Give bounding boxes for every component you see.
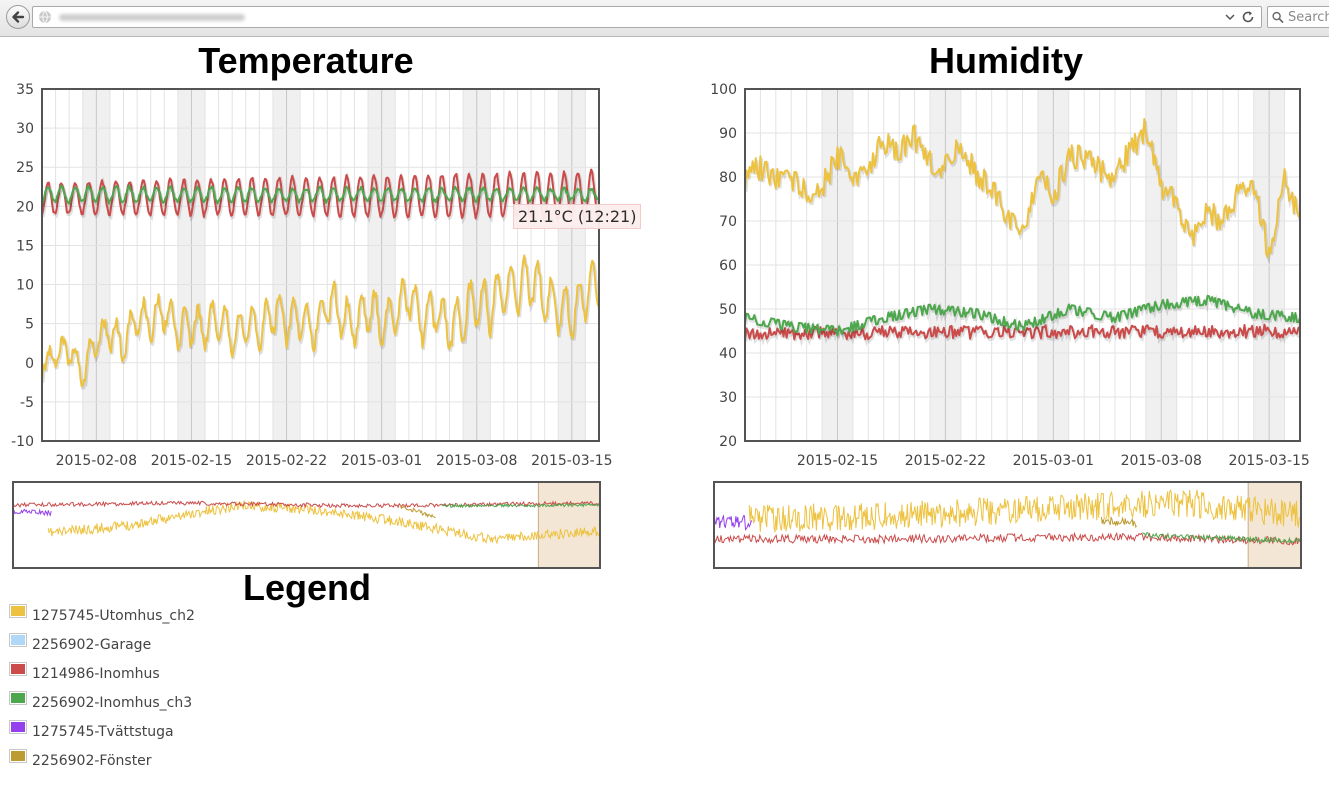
y-tick-label: 20 (16, 199, 34, 215)
legend-label: 1275745-Utomhus_ch2 (32, 608, 195, 624)
overview-line-fonster (399, 504, 436, 518)
y-tick-label: 25 (16, 160, 34, 176)
overview-border (713, 481, 1302, 569)
series-line-1275745-utomhus-ch2 (745, 118, 1300, 258)
legend-item[interactable]: 2256902-Inomhus_ch3 (9, 691, 195, 720)
browser-toolbar (0, 0, 1329, 37)
y-tick-label: 15 (16, 238, 34, 254)
y-tick-label: 30 (16, 121, 34, 137)
x-tick-label: 2015-02-15 (151, 453, 232, 469)
back-arrow-icon (12, 11, 25, 23)
overview-border (12, 481, 601, 569)
legend-item[interactable]: 1275745-Utomhus_ch2 (9, 604, 195, 633)
y-tick-label: 5 (25, 317, 34, 333)
overview-line-inomhus-ch3 (441, 502, 601, 509)
legend-swatch (9, 604, 27, 618)
overview-line-tvattstuga (12, 508, 52, 517)
y-tick-label: 90 (719, 126, 737, 142)
x-tick-label: 2015-02-22 (246, 453, 327, 469)
y-tick-label: 50 (719, 302, 737, 318)
legend-item[interactable]: 1214986-Inomhus (9, 662, 195, 691)
temperature-title: Temperature (198, 40, 414, 81)
x-tick-label: 2015-02-15 (797, 453, 878, 469)
x-tick-label: 2015-03-01 (1013, 453, 1094, 469)
overview-line-utomhus (47, 500, 601, 545)
url-bar[interactable] (32, 6, 1262, 28)
legend-label: 1275745-Tvättstuga (32, 724, 174, 740)
y-tick-label: 40 (719, 346, 737, 362)
humidity-chart[interactable]: 20 30 40 50 60 70 80 90 100 2015-02-15 2015-02-22 2… (700, 80, 1320, 475)
x-tick-label: 2015-02-08 (56, 453, 137, 469)
series-group (42, 166, 599, 390)
selection-range (1247, 481, 1302, 569)
x-tick-label: 2015-03-15 (1228, 453, 1309, 469)
legend-item[interactable]: 2256902-Fönster (9, 749, 195, 778)
legend-label: 1214986-Inomhus (32, 666, 160, 682)
x-tick-label: 2015-03-08 (1121, 453, 1202, 469)
series-line-2256902-inomhus-ch3 (745, 294, 1300, 337)
overview-line-tvattstuga (713, 513, 753, 531)
overview-line-inomhus (12, 500, 601, 509)
temperature-tooltip: 21.1°C (12:21) (513, 204, 642, 229)
y-tick-label: 20 (719, 434, 737, 450)
series-line-2256902-inomhus-ch3 (42, 184, 599, 205)
series-group (745, 118, 1300, 347)
y-tick-label: 10 (16, 278, 34, 294)
y-tick-label: 30 (719, 390, 737, 406)
legend-item[interactable]: 1275745-Tvättstuga (9, 720, 195, 749)
legend-swatch (9, 691, 27, 705)
legend-swatch (9, 633, 27, 647)
legend-swatch (9, 749, 27, 763)
y-tick-label: -5 (20, 395, 34, 411)
legend-title: Legend (242, 567, 371, 608)
x-tick-label: 2015-02-22 (905, 453, 986, 469)
plot-border (744, 88, 1301, 442)
humidity-title: Humidity (928, 40, 1083, 81)
search-icon (1272, 11, 1284, 23)
y-tick-label: 60 (719, 258, 737, 274)
y-tick-label: 80 (719, 170, 737, 186)
url-text-redacted (59, 14, 245, 21)
series-line-1275745-utomhus-ch2 (42, 254, 599, 387)
plot-border (41, 88, 600, 442)
globe-icon (39, 10, 51, 24)
temperature-overview-chart[interactable] (12, 481, 601, 569)
overview-line-fonster (1100, 515, 1138, 529)
legend-item[interactable]: 2256902-Garage (9, 633, 195, 662)
legend-label: 2256902-Garage (32, 637, 152, 653)
x-tick-label: 2015-03-15 (531, 453, 612, 469)
dropdown-arrow-icon[interactable] (1225, 12, 1235, 22)
overview-line-utomhus (748, 488, 1302, 533)
legend-label: 2256902-Inomhus_ch3 (32, 695, 193, 711)
legend-swatch (9, 662, 27, 676)
legend-swatch (9, 720, 27, 734)
temperature-chart[interactable]: -10 -5 0 5 10 15 20 25 30 35 2015-02-08 2015-02-15 2… (0, 80, 620, 475)
series-line-1214986-inomhus (42, 168, 599, 221)
y-tick-label: 70 (719, 214, 737, 230)
reload-icon[interactable] (1241, 10, 1255, 24)
legend-label: 2256902-Fönster (32, 753, 152, 769)
y-tick-label: 35 (16, 82, 34, 98)
x-tick-label: 2015-03-08 (436, 453, 517, 469)
search-input[interactable] (1288, 9, 1329, 25)
x-tick-label: 2015-03-01 (341, 453, 422, 469)
y-tick-label: 100 (710, 82, 737, 98)
humidity-overview-chart[interactable] (713, 481, 1302, 569)
selection-range (537, 481, 601, 569)
y-tick-label: -10 (11, 434, 34, 450)
y-tick-label: 0 (25, 356, 34, 372)
plot-area (42, 89, 599, 441)
legend: 1275745-Utomhus_ch2 2256902-Garage 1214986… (9, 604, 195, 778)
overview-line-inomhus (713, 531, 1302, 546)
overview-line-inomhus-ch3 (1142, 531, 1302, 544)
back-button[interactable] (6, 5, 30, 29)
overview-area (13, 482, 600, 568)
search-box[interactable] (1267, 6, 1329, 28)
overview-area (714, 482, 1301, 568)
